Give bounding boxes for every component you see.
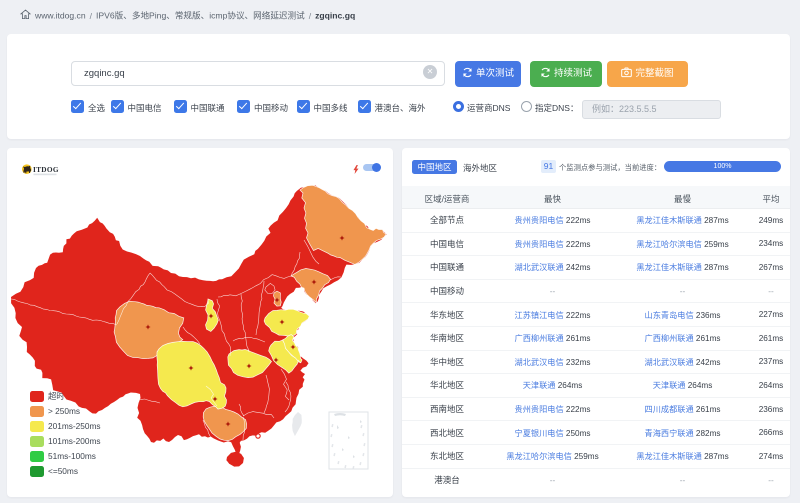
svg-text:ITDOG: ITDOG — [33, 165, 59, 174]
